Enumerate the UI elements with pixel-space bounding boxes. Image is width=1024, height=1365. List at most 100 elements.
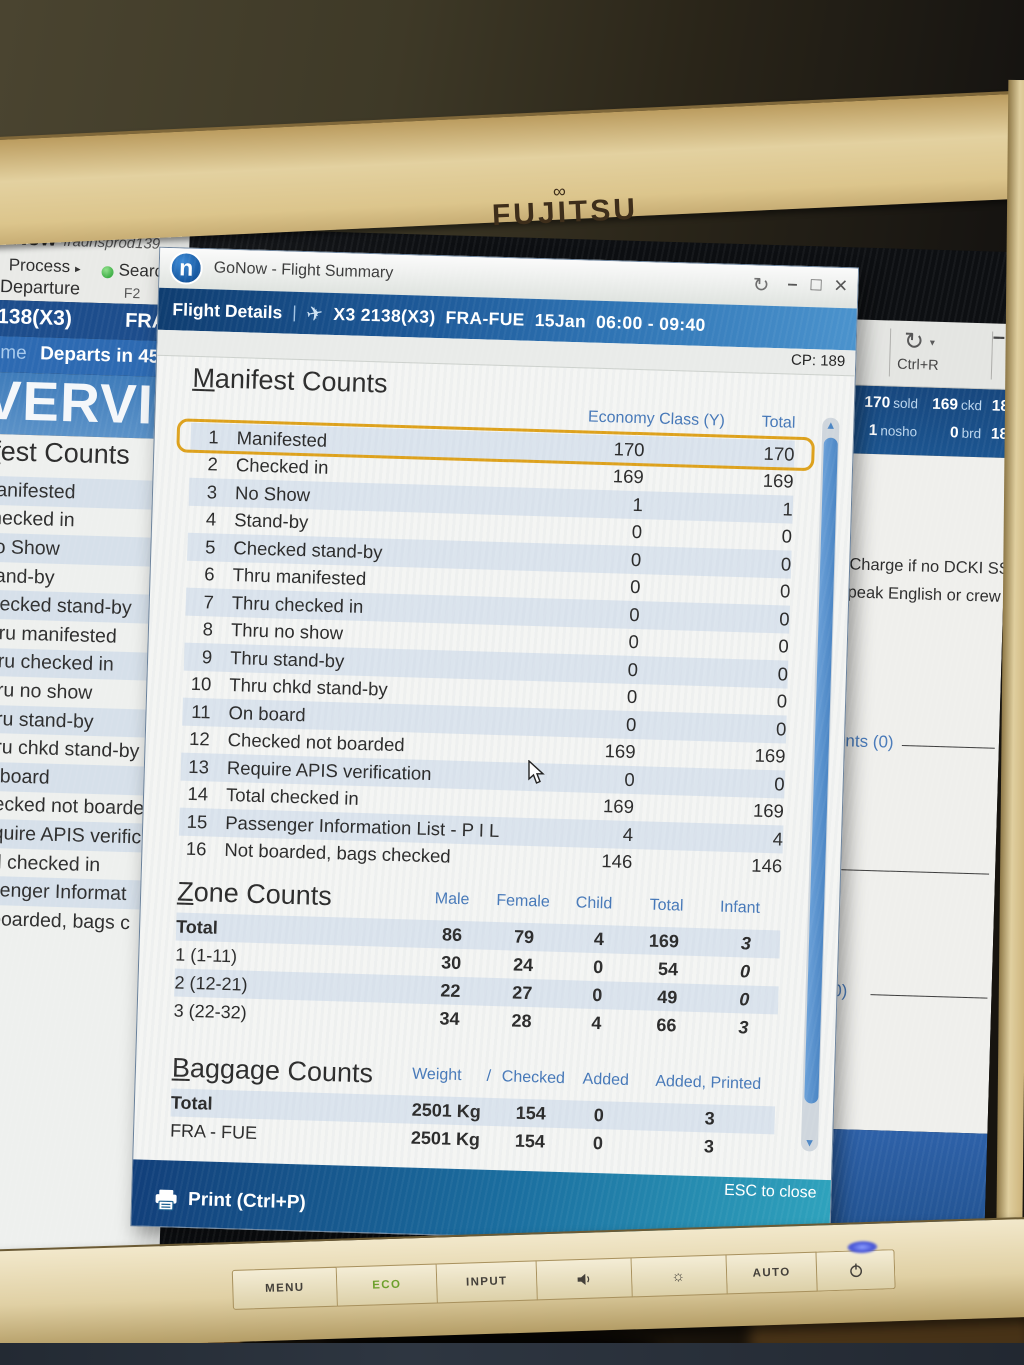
- total-value: 0: [775, 717, 787, 740]
- total-value: 49: [656, 986, 678, 1007]
- economy-value: 0: [629, 576, 641, 598]
- right-panel-stats-bar: 170 sold 169 ckd 18 1 nosho 0 brd 18: [838, 385, 1010, 458]
- economy-value: 4: [622, 823, 634, 845]
- refresh-icon[interactable]: ↻: [903, 327, 925, 356]
- female-value: 79: [513, 926, 535, 947]
- monitor-eco-button[interactable]: ECO: [336, 1263, 438, 1307]
- monitor-input-button[interactable]: INPUT: [436, 1260, 538, 1304]
- minimize-icon[interactable]: –: [992, 323, 1006, 349]
- refresh-shortcut-label: Ctrl+R: [896, 356, 939, 374]
- total-value: 169: [648, 930, 680, 951]
- section-rule: [870, 994, 988, 999]
- refresh-dropdown-icon[interactable]: ▾: [929, 337, 936, 349]
- esc-to-close-label: ESC to close: [723, 1181, 817, 1202]
- economy-value: 0: [629, 603, 640, 625]
- fujitsu-logo: ∞ FUJITSU: [491, 181, 638, 234]
- female-value: 24: [512, 954, 534, 975]
- economy-value: 0: [626, 686, 638, 708]
- infant-value: 0: [739, 960, 751, 982]
- monitor-button-strip: MENU ECO INPUT ☼ AUTO: [231, 1240, 896, 1310]
- row-number: 10: [190, 673, 212, 695]
- menu-item-departure[interactable]: Departure: [0, 276, 81, 299]
- list-item-label: t boarded, bags c: [0, 907, 131, 934]
- economy-value: 169: [602, 795, 635, 818]
- row-label: Not boarded, bags checked: [224, 839, 451, 867]
- economy-value: 0: [631, 521, 643, 543]
- list-item-label: hecked stand-by: [0, 593, 133, 620]
- scroll-down-icon[interactable]: ▼: [803, 1137, 816, 1150]
- male-value: 22: [440, 979, 461, 1001]
- search-status-icon: [101, 266, 114, 279]
- total-value: 0: [778, 635, 790, 657]
- list-item-label: hecked not boarde: [0, 793, 145, 820]
- monitor-auto-button[interactable]: AUTO: [726, 1251, 818, 1295]
- speaker-icon: [577, 1273, 589, 1285]
- economy-value: 0: [625, 713, 637, 735]
- time-label: ime: [0, 341, 28, 364]
- submenu-arrow-icon: ▸: [74, 263, 81, 276]
- stats-line-2: 1 nosho 0 brd 18: [839, 421, 1009, 444]
- child-value: 4: [591, 1012, 602, 1033]
- window-close-icon[interactable]: ×: [833, 271, 848, 299]
- input-button-label: INPUT: [465, 1275, 508, 1289]
- manifest-table: 1 Manifested 170 170 2 Checked in 169 16…: [178, 422, 795, 881]
- economy-value: 0: [630, 548, 642, 570]
- list-item-label: hecked in: [0, 507, 75, 532]
- section-divider: [826, 868, 990, 875]
- row-number: 8: [202, 618, 214, 640]
- total-value: 0: [776, 690, 788, 712]
- scrollbar-thumb[interactable]: [803, 437, 838, 1104]
- row-number: 13: [188, 755, 210, 778]
- zone-label: 3 (22-32): [173, 1000, 248, 1023]
- power-led-indicator: [847, 1240, 878, 1254]
- monitor-power-button[interactable]: [816, 1240, 896, 1292]
- row-number: 1: [208, 426, 220, 448]
- background-flight-number: 138(X3): [0, 304, 73, 331]
- economy-value: 0: [628, 631, 640, 653]
- child-column-header: Child: [575, 894, 613, 913]
- photo-bottom-edge: [0, 1343, 1024, 1365]
- economy-value: 1: [632, 493, 644, 515]
- flight-number: X3 2138(X3): [333, 303, 436, 327]
- flight-route: FRA-FUE: [445, 306, 526, 330]
- window-maximize-icon[interactable]: □: [810, 274, 822, 295]
- total-value: 0: [777, 663, 789, 685]
- monitor-brightness-button[interactable]: ☼: [631, 1254, 728, 1298]
- menu-item-process[interactable]: Process ▸: [8, 255, 81, 277]
- infant-value: 3: [738, 1016, 749, 1038]
- added-printed-column-header: Added, Printed: [655, 1072, 762, 1093]
- monitor-volume-button[interactable]: [536, 1257, 633, 1301]
- print-label: Print (Ctrl+P): [187, 1189, 307, 1214]
- infant-value: 3: [740, 932, 752, 954]
- zone-label: 1 (1-11): [175, 944, 238, 966]
- added-printed-value: 3: [704, 1107, 716, 1129]
- print-button[interactable]: Print (Ctrl+P): [154, 1188, 306, 1214]
- checked-value: 154: [514, 1130, 546, 1152]
- economy-value: 146: [601, 850, 633, 873]
- baggage-table: Total 2501 Kg 154 0 3 FRA - FUE 2501 Kg …: [170, 1088, 776, 1162]
- list-item-label: hru chkd stand-by: [0, 735, 140, 763]
- scroll-up-icon[interactable]: ▲: [825, 419, 837, 432]
- monitor-menu-button[interactable]: MENU: [231, 1266, 338, 1310]
- added-value: 0: [593, 1104, 605, 1125]
- weight-column-header: Weight: [411, 1065, 462, 1085]
- scrollbar[interactable]: ▲ ▼: [800, 417, 840, 1152]
- added-column-header: Added: [582, 1070, 630, 1090]
- printer-icon: [155, 1189, 177, 1211]
- row-number: 16: [185, 838, 207, 860]
- section-rule: [901, 744, 995, 749]
- zone-label: 2 (12-21): [174, 972, 248, 995]
- window-minimize-icon[interactable]: –: [787, 273, 798, 294]
- window-refresh-icon[interactable]: ↻: [752, 274, 770, 297]
- gonow-logo-icon: n: [169, 251, 204, 286]
- list-item-label: hru manifested: [0, 621, 118, 648]
- added-printed-value: 3: [703, 1135, 715, 1157]
- total-value: 170: [763, 442, 795, 465]
- row-number: 4: [205, 508, 217, 530]
- list-item-label: hru checked in: [0, 650, 115, 676]
- baggage-column-headers: Weight / Checked Added Added, Printed: [172, 1058, 776, 1094]
- flight-times: 06:00 - 09:40: [595, 311, 706, 335]
- added-value: 0: [592, 1132, 604, 1153]
- zone-column-headers: Male Female Child Total Infant: [177, 883, 781, 919]
- mouse-cursor: [528, 759, 547, 791]
